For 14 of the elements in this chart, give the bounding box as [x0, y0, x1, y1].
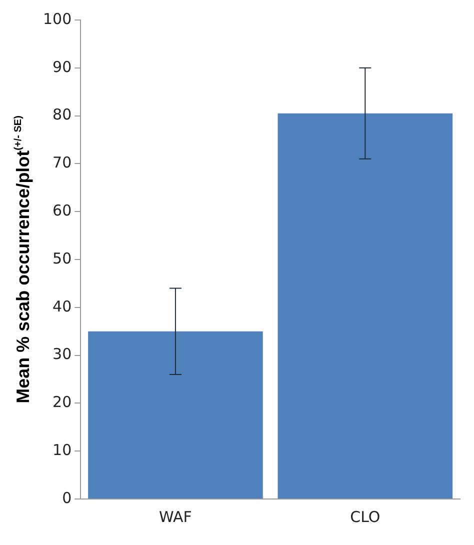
y-tick-label: 40	[52, 297, 72, 316]
x-tick-label: CLO	[350, 508, 380, 526]
y-tick-label: 80	[52, 106, 72, 124]
y-tick-label: 50	[52, 249, 72, 268]
y-tick-label: 70	[52, 154, 72, 172]
y-tick-label: 30	[52, 345, 72, 364]
y-tick-label: 10	[52, 440, 72, 459]
y-tick-label: 20	[52, 393, 72, 412]
y-axis-title: Mean % scab occurrence/plot(+/- SE)	[12, 116, 33, 404]
y-tick-label: 90	[52, 58, 72, 76]
y-tick-label: 0	[62, 488, 72, 507]
y-tick-label: 100	[42, 10, 72, 28]
y-tick-label: 60	[52, 201, 72, 220]
x-tick-label: WAF	[159, 508, 192, 526]
